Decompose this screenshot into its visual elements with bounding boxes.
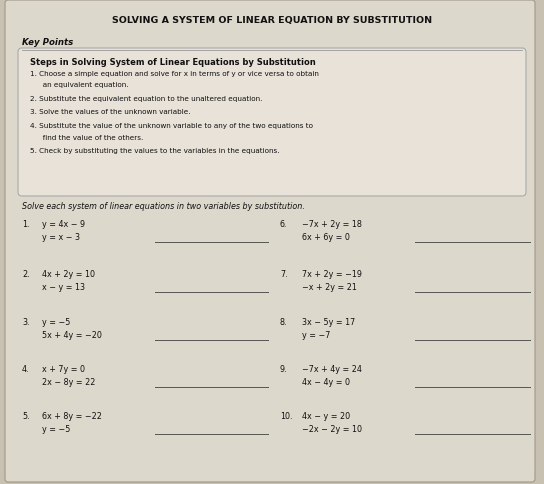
Text: 4x − 4y = 0: 4x − 4y = 0 [302,378,350,387]
Text: 4x + 2y = 10: 4x + 2y = 10 [42,270,95,279]
FancyBboxPatch shape [18,48,526,196]
Text: 3.: 3. [22,318,29,327]
Text: y = x − 3: y = x − 3 [42,233,80,242]
Text: −2x − 2y = 10: −2x − 2y = 10 [302,425,362,434]
Text: 3x − 5y = 17: 3x − 5y = 17 [302,318,355,327]
Text: 5. Check by substituting the values to the variables in the equations.: 5. Check by substituting the values to t… [30,148,280,154]
Text: 7.: 7. [280,270,288,279]
Text: Solve each system of linear equations in two variables by substitution.: Solve each system of linear equations in… [22,202,305,211]
Text: 4x − y = 20: 4x − y = 20 [302,412,350,421]
Text: 3. Solve the values of the unknown variable.: 3. Solve the values of the unknown varia… [30,109,190,116]
Text: 2. Substitute the equivalent equation to the unaltered equation.: 2. Substitute the equivalent equation to… [30,96,262,102]
Text: 6x + 8y = −22: 6x + 8y = −22 [42,412,102,421]
Text: 2x − 8y = 22: 2x − 8y = 22 [42,378,95,387]
Text: 9.: 9. [280,365,288,374]
Text: −x + 2y = 21: −x + 2y = 21 [302,283,357,292]
Text: 5x + 4y = −20: 5x + 4y = −20 [42,331,102,340]
Text: x − y = 13: x − y = 13 [42,283,85,292]
Text: find the value of the others.: find the value of the others. [36,135,143,140]
Text: −7x + 2y = 18: −7x + 2y = 18 [302,220,362,229]
Text: 4. Substitute the value of the unknown variable to any of the two equations to: 4. Substitute the value of the unknown v… [30,123,313,129]
Text: y = −5: y = −5 [42,425,70,434]
Text: 7x + 2y = −19: 7x + 2y = −19 [302,270,362,279]
Text: 8.: 8. [280,318,287,327]
Text: 4.: 4. [22,365,29,374]
Text: −7x + 4y = 24: −7x + 4y = 24 [302,365,362,374]
Text: y = −7: y = −7 [302,331,330,340]
Text: SOLVING A SYSTEM OF LINEAR EQUATION BY SUBSTITUTION: SOLVING A SYSTEM OF LINEAR EQUATION BY S… [112,16,432,25]
Text: 6x + 6y = 0: 6x + 6y = 0 [302,233,350,242]
Text: 2.: 2. [22,270,29,279]
Text: an equivalent equation.: an equivalent equation. [36,82,128,89]
Text: 1. Choose a simple equation and solve for x in terms of y or vice versa to obtai: 1. Choose a simple equation and solve fo… [30,71,319,77]
Text: 10.: 10. [280,412,293,421]
Text: 6.: 6. [280,220,287,229]
Text: y = −5: y = −5 [42,318,70,327]
Text: y = 4x − 9: y = 4x − 9 [42,220,85,229]
Text: 5.: 5. [22,412,29,421]
Text: 1.: 1. [22,220,29,229]
FancyBboxPatch shape [5,0,535,482]
Text: Key Points: Key Points [22,38,73,47]
Text: x + 7y = 0: x + 7y = 0 [42,365,85,374]
Text: Steps in Solving System of Linear Equations by Substitution: Steps in Solving System of Linear Equati… [30,58,316,67]
